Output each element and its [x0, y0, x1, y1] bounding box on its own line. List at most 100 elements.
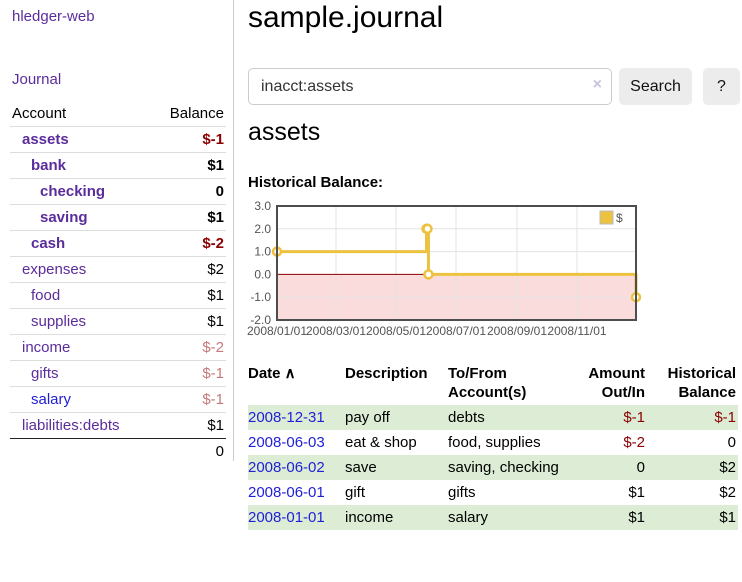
account-row: liabilities:debts $1 — [10, 412, 226, 439]
account-row: saving $1 — [10, 204, 226, 231]
transaction-description: pay off — [345, 409, 390, 426]
account-link[interactable]: food — [31, 287, 61, 304]
account-link[interactable]: bank — [31, 157, 67, 174]
transaction-row: 2008-06-01 gift gifts $1 $2 — [248, 480, 738, 505]
search-input[interactable] — [248, 68, 612, 105]
search-help-button[interactable]: ? — [703, 68, 740, 105]
svg-text:2008/11/01: 2008/11/01 — [547, 324, 606, 338]
accounts-header-balance: Balance — [151, 101, 226, 127]
account-balance: $-1 — [151, 386, 226, 413]
transaction-description: income — [345, 509, 394, 526]
svg-text:2008/05/01: 2008/05/01 — [366, 324, 426, 338]
account-balance: $-2 — [151, 230, 226, 257]
svg-text:2.0: 2.0 — [254, 222, 271, 236]
account-row: supplies $1 — [10, 308, 226, 335]
register-header-amount-out/in: Amount Out/In — [588, 365, 645, 401]
transaction-balance: $1 — [719, 509, 736, 526]
transaction-date-link[interactable]: 2008-06-01 — [248, 484, 325, 501]
transaction-accounts: food, supplies — [448, 434, 541, 451]
svg-text:2008/09/01: 2008/09/01 — [487, 324, 547, 338]
data-point-marker — [423, 269, 434, 280]
legend-label: $ — [616, 211, 623, 225]
register-header-to/from-accounts: To/From Account(s) — [448, 365, 527, 401]
account-link[interactable]: expenses — [22, 261, 87, 278]
account-balance: $-1 — [151, 360, 226, 387]
account-balance: $-2 — [151, 334, 226, 361]
account-link[interactable]: salary — [31, 391, 72, 408]
svg-text:2008/07/01: 2008/07/01 — [426, 324, 486, 338]
account-row: cash $-2 — [10, 230, 226, 257]
register-header-historical-balance: Historical Balance — [667, 365, 736, 401]
accounts-header-row: Account Balance — [10, 101, 226, 127]
account-row: assets $-1 — [10, 126, 226, 153]
transaction-description: gift — [345, 484, 366, 501]
account-row: expenses $2 — [10, 256, 226, 283]
accounts-total-value: 0 — [215, 443, 224, 460]
account-balance: $1 — [151, 412, 226, 439]
transaction-amount: $1 — [628, 509, 645, 526]
account-balance: 0 — [151, 178, 226, 205]
transaction-amount: 0 — [636, 459, 645, 476]
sidebar-item-journal[interactable]: Journal — [12, 71, 62, 88]
transaction-description: save — [345, 459, 377, 476]
transaction-date-link[interactable]: 2008-06-03 — [248, 434, 325, 451]
account-balance: $1 — [151, 282, 226, 309]
svg-text:3.0: 3.0 — [254, 199, 271, 213]
accounts-header-account: Account — [10, 101, 152, 127]
data-point-marker — [422, 223, 433, 235]
account-link[interactable]: saving — [40, 209, 88, 226]
main-content: sample.journal × Search ? assets Histori… — [247, 0, 742, 582]
register-header-description: Description — [345, 365, 428, 382]
account-heading: assets — [248, 118, 321, 146]
account-link[interactable]: cash — [31, 235, 66, 252]
transaction-row: 2008-06-02 save saving, checking 0 $2 — [248, 455, 738, 480]
svg-text:2008/03/01: 2008/03/01 — [306, 324, 366, 338]
account-link[interactable]: gifts — [31, 365, 59, 382]
svg-text:2008/01/01: 2008/01/01 — [247, 324, 307, 338]
account-row: income $-2 — [10, 334, 226, 361]
transaction-date-link[interactable]: 2008-01-01 — [248, 509, 325, 526]
transaction-balance: $2 — [719, 484, 736, 501]
search-button[interactable]: Search — [619, 68, 692, 105]
transaction-balance: $-1 — [714, 409, 736, 426]
account-row: checking 0 — [10, 178, 226, 205]
transaction-description: eat & shop — [345, 434, 417, 451]
account-row: bank $1 — [10, 152, 226, 179]
transaction-date-link[interactable]: 2008-06-02 — [248, 459, 325, 476]
app-title-link[interactable]: hledger-web — [12, 8, 95, 25]
transaction-balance: $2 — [719, 459, 736, 476]
svg-text:-2.0: -2.0 — [250, 313, 271, 327]
accounts-table: Account Balance assets $-1 bank $1 checking 0… — [10, 101, 226, 464]
account-balance: $-1 — [151, 126, 226, 153]
account-row: food $1 — [10, 282, 226, 309]
register-header-row: Date ∧ Description To/From Account(s) Amount… — [248, 361, 738, 405]
chart-title: Historical Balance: — [248, 174, 384, 191]
accounts-total-row: 0 — [10, 439, 226, 465]
account-link[interactable]: income — [22, 339, 71, 356]
account-row: salary $-1 — [10, 386, 226, 413]
transaction-accounts: debts — [448, 409, 485, 426]
sort-ascending-icon[interactable]: ∧ — [280, 365, 296, 382]
page-title: sample.journal — [248, 1, 444, 34]
transaction-row: 2008-06-03 eat & shop food, supplies $-2 0 — [248, 430, 738, 455]
register-header-date[interactable]: Date ∧ — [248, 365, 296, 382]
account-link[interactable]: checking — [40, 183, 106, 200]
search-box: × — [248, 68, 612, 105]
account-link[interactable]: assets — [22, 131, 69, 148]
clear-search-icon[interactable]: × — [592, 76, 602, 93]
transaction-accounts: salary — [448, 509, 489, 526]
historical-balance-chart[interactable]: 3.0 2.0 1.0 0.0 -1.0 -2.0 2008/01/01 2008/03/01… — [247, 199, 644, 342]
account-balance: $1 — [151, 152, 226, 179]
svg-text:-1.0: -1.0 — [250, 290, 271, 304]
transaction-date-link[interactable]: 2008-12-31 — [248, 409, 325, 426]
account-link[interactable]: liabilities:debts — [22, 417, 120, 434]
search-form: × Search ? — [248, 68, 742, 105]
transaction-balance: 0 — [727, 434, 736, 451]
transaction-accounts: gifts — [448, 484, 476, 501]
svg-text:1.0: 1.0 — [254, 245, 271, 259]
svg-text:0.0: 0.0 — [254, 267, 271, 281]
transaction-amount: $1 — [628, 484, 645, 501]
account-balance: $2 — [151, 256, 226, 283]
account-balance: $1 — [151, 308, 226, 335]
account-link[interactable]: supplies — [31, 313, 87, 330]
